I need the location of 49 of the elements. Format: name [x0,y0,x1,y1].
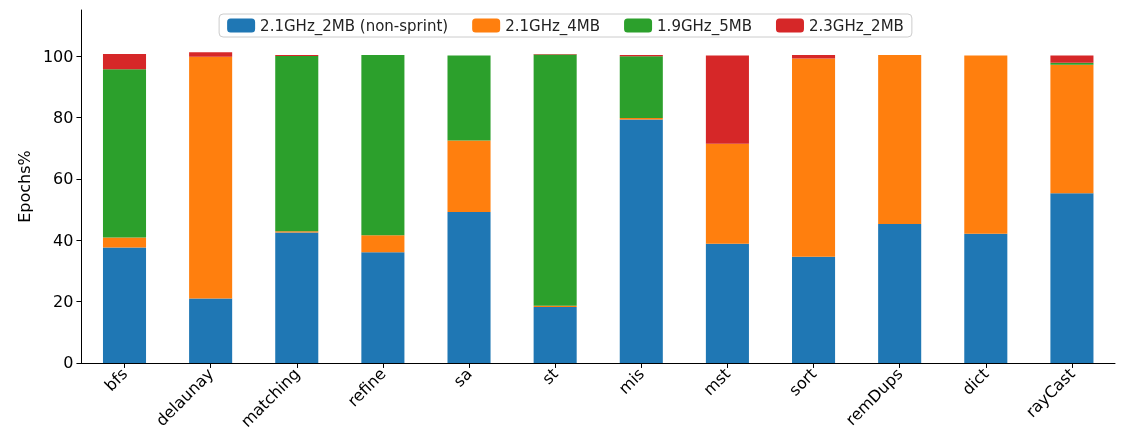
y-tick-label: 20 [53,292,74,312]
x-tick-label: mis [614,364,648,398]
x-tick-label: mst [699,364,735,399]
bar [275,232,319,363]
bar [705,143,749,244]
y-tick-label: 80 [53,107,74,127]
y-axis-title: Epochs% [14,150,34,223]
bar [102,237,147,248]
bar [792,58,836,257]
bar [102,53,147,70]
bar [447,140,491,212]
y-tick-label: 40 [53,230,74,250]
bar [447,211,491,363]
legend-label: 2.1GHz_2MB (non-sprint) [260,16,449,36]
x-tick-label: st [538,364,562,388]
bar [102,69,147,238]
bar [361,252,405,363]
bar [1050,55,1094,63]
bar [447,55,491,141]
bar [878,223,922,363]
bar [1050,64,1094,194]
bar [705,55,749,144]
bar [189,52,233,57]
bar [189,298,233,363]
y-tick-label: 60 [53,169,74,189]
bar [533,307,577,363]
bar [1050,193,1094,363]
bar [361,235,405,253]
x-tick-label: dict [958,364,993,399]
bar [792,256,836,363]
x-tick-label: sort [784,364,821,400]
bar [361,55,405,236]
bar [275,56,319,232]
x-tick-label: sa [449,364,476,391]
bar [964,55,1008,234]
bar [533,54,577,306]
legend-label: 1.9GHz_5MB [657,16,752,36]
legend-label: 2.1GHz_4MB [505,16,601,36]
bar [705,243,749,363]
bar [619,56,663,119]
bar [102,247,147,363]
y-tick-label: 0 [63,353,74,373]
y-tick-label: 100 [42,46,74,66]
x-tick-label: bfs [100,364,132,395]
legend-label: 2.3GHz_2MB [808,16,904,36]
bar [964,233,1008,363]
bar [619,119,663,363]
bar [878,55,922,224]
bar [189,56,233,299]
